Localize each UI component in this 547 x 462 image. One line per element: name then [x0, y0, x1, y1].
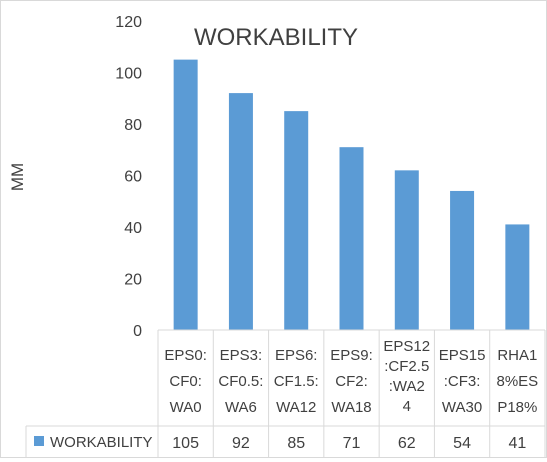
category-label-line: WA6: [225, 399, 257, 416]
data-value-label: 62: [398, 435, 416, 452]
category-label: RHA1 8%ES P18%: [497, 347, 539, 416]
bar: [505, 224, 530, 330]
category-label-line: CF0.5:: [218, 373, 263, 390]
category-label-line: WA18: [331, 399, 371, 416]
data-value-label: 92: [232, 435, 250, 452]
category-label-line: 4: [403, 398, 411, 415]
category-label-line: EPS0:: [164, 347, 207, 364]
data-value-label: 54: [453, 435, 471, 452]
bar: [450, 190, 475, 330]
data-value-label: 85: [287, 435, 305, 452]
y-tick-label: 100: [115, 66, 142, 83]
category-label-line: WA30: [442, 399, 482, 416]
data-table-legend-row: WORKABILITY 105 92 85 71 62 54 41: [34, 434, 526, 452]
category-label-line: RHA1: [497, 347, 537, 364]
bar: [284, 111, 309, 330]
category-label: EPS3: CF0.5: WA6: [218, 347, 263, 416]
data-value-label: 41: [508, 435, 526, 452]
category-label-line: CF2:: [335, 373, 368, 390]
category-label-line: P18%: [497, 399, 537, 416]
legend-label: WORKABILITY: [50, 434, 153, 451]
y-tick-label: 80: [124, 117, 142, 134]
bar: [394, 170, 419, 330]
y-tick-label: 40: [124, 220, 142, 237]
category-label-line: :CF3:: [444, 373, 481, 390]
category-label-line: CF1.5:: [274, 373, 319, 390]
data-table-grid: [25, 329, 546, 457]
category-label: EPS12 :CF2.5 :WA2 4: [383, 338, 430, 415]
y-axis-ticks: 0 20 40 60 80 100 120: [115, 14, 142, 340]
category-label-line: :WA2: [389, 378, 425, 395]
category-label-line: EPS12: [383, 338, 430, 355]
category-label-line: EPS6:: [275, 347, 318, 364]
category-label-line: WA12: [276, 399, 316, 416]
bar: [173, 59, 198, 330]
category-label-line: CF0:: [169, 373, 202, 390]
bar: [228, 93, 253, 330]
category-label-line: WA0: [170, 399, 202, 416]
category-labels: EPS0: CF0: WA0 EPS3: CF0.5: WA6 EPS6: CF1.5: WA1…: [164, 338, 538, 416]
y-tick-label: 20: [124, 272, 142, 289]
category-label: EPS15 :CF3: WA30: [439, 347, 486, 416]
category-label-line: EPS15: [439, 347, 486, 364]
category-label-line: :CF2.5: [384, 358, 429, 375]
category-label: EPS0: CF0: WA0: [164, 347, 207, 416]
data-value-label: 105: [172, 435, 199, 452]
category-label-line: EPS9:: [330, 347, 373, 364]
legend-swatch: [34, 436, 44, 446]
category-label-line: EPS3:: [220, 347, 263, 364]
category-label: EPS6: CF1.5: WA12: [274, 347, 319, 416]
chart-title: WORKABILITY: [194, 24, 358, 51]
y-tick-label: 60: [124, 169, 142, 186]
y-tick-label: 0: [133, 323, 142, 340]
category-label: EPS9: CF2: WA18: [330, 347, 373, 416]
y-tick-label: 120: [115, 14, 142, 31]
y-axis-label: MM: [8, 163, 27, 191]
category-label-line: 8%ES: [497, 373, 539, 390]
bars-group: [173, 59, 530, 330]
bar: [339, 147, 364, 330]
data-value-label: 71: [343, 435, 361, 452]
